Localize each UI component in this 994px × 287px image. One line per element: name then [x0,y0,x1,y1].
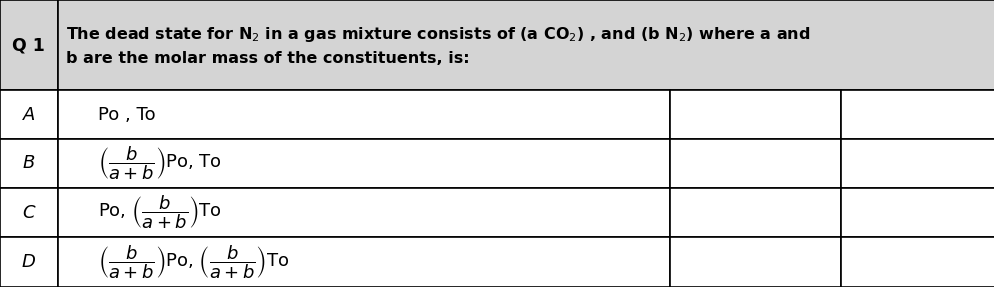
Text: $\left(\dfrac{b}{a+b}\right)$Po, $\left(\dfrac{b}{a+b}\right)$To: $\left(\dfrac{b}{a+b}\right)$Po, $\left(… [97,243,288,281]
Bar [58,0,994,90]
Bar [840,90,994,139]
Bar [0,90,58,139]
Text: A: A [23,106,35,123]
Text: D: D [22,253,36,271]
Bar [0,139,58,188]
Bar [58,188,669,237]
Bar [58,139,669,188]
Bar [58,237,669,287]
Bar [669,139,840,188]
Text: C: C [23,204,35,222]
Bar [0,237,58,287]
Text: Po , To: Po , To [97,106,155,123]
Text: The dead state for N$_2$ in a gas mixture consists of (a CO$_2$) , and (b N$_2$): The dead state for N$_2$ in a gas mixtur… [66,25,809,66]
Bar [669,90,840,139]
Text: Po, $\left(\dfrac{b}{a+b}\right)$To: Po, $\left(\dfrac{b}{a+b}\right)$To [97,194,222,232]
Text: Q 1: Q 1 [12,36,46,54]
Bar [840,188,994,237]
Bar [58,90,669,139]
Bar [669,237,840,287]
Bar [840,237,994,287]
Text: $\left(\dfrac{b}{a+b}\right)$Po, To: $\left(\dfrac{b}{a+b}\right)$Po, To [97,144,222,182]
Bar [669,188,840,237]
Bar [0,188,58,237]
Bar [0,0,58,90]
Bar [840,139,994,188]
Text: B: B [23,154,35,172]
